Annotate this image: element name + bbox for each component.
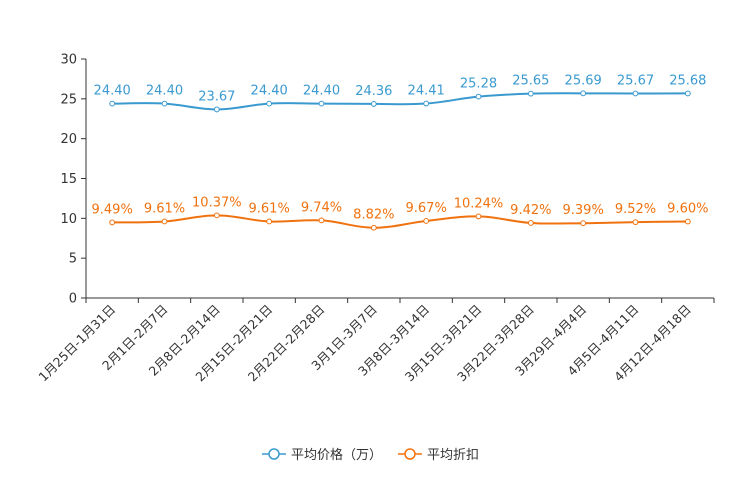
data-point bbox=[109, 100, 116, 107]
data-point bbox=[266, 218, 273, 225]
data-label: 25.65 bbox=[512, 74, 549, 89]
data-label: 24.36 bbox=[355, 84, 392, 99]
series-layer: 24.40 24.40 23.67 24.40 24.40 24.36 24.41 25.28… bbox=[92, 73, 708, 231]
data-label: 24.40 bbox=[303, 84, 340, 99]
data-point bbox=[161, 218, 168, 225]
data-point bbox=[213, 212, 220, 219]
data-label: 8.82% bbox=[353, 208, 394, 223]
legend-marker-icon bbox=[268, 448, 280, 460]
data-label: 24.41 bbox=[408, 84, 445, 99]
data-point bbox=[423, 100, 430, 107]
data-point bbox=[632, 219, 639, 226]
data-label: 25.67 bbox=[617, 73, 654, 88]
data-label: 9.74% bbox=[301, 200, 342, 215]
y-tick-label: 5 bbox=[69, 252, 77, 267]
legend-item-avg-price: 平均价格（万） bbox=[262, 447, 382, 463]
y-tick-label: 15 bbox=[60, 172, 77, 187]
data-point bbox=[370, 101, 377, 107]
data-label: 9.67% bbox=[406, 201, 447, 216]
data-point bbox=[318, 100, 325, 107]
data-label: 25.68 bbox=[669, 73, 706, 88]
data-point bbox=[213, 106, 220, 113]
data-point bbox=[580, 220, 587, 227]
data-label: 24.40 bbox=[251, 84, 288, 99]
data-label: 9.61% bbox=[144, 201, 185, 216]
data-point bbox=[527, 220, 534, 226]
data-point bbox=[475, 213, 482, 220]
legend-item-avg-discount: 平均折扣 bbox=[398, 448, 479, 463]
data-point bbox=[684, 90, 691, 97]
legend-label: 平均价格（万） bbox=[291, 447, 382, 463]
data-label: 9.61% bbox=[249, 201, 290, 216]
data-point bbox=[318, 217, 325, 224]
data-point bbox=[370, 224, 377, 231]
data-point bbox=[632, 90, 639, 97]
data-label: 24.40 bbox=[146, 84, 183, 99]
series-line bbox=[112, 92, 688, 111]
data-label: 9.42% bbox=[510, 203, 551, 218]
data-label: 9.60% bbox=[667, 202, 708, 217]
y-tick-label: 20 bbox=[60, 132, 77, 147]
legend-label: 平均折扣 bbox=[427, 448, 479, 463]
data-label: 10.24% bbox=[454, 196, 504, 211]
data-label: 25.28 bbox=[460, 77, 497, 92]
y-tick-label: 30 bbox=[60, 53, 77, 68]
data-point bbox=[475, 93, 482, 100]
series-avg-discount: 9.49% 9.61% 10.37% 9.61% 9.74% 8.82% 9.67% 10.2… bbox=[92, 195, 708, 231]
data-label: 9.39% bbox=[563, 203, 604, 218]
data-label: 9.49% bbox=[92, 202, 133, 217]
data-point bbox=[109, 219, 116, 226]
legend: 平均价格（万） 平均折扣 bbox=[262, 447, 479, 463]
data-point bbox=[527, 90, 534, 97]
data-point bbox=[266, 100, 273, 107]
y-tick-label: 25 bbox=[60, 92, 77, 107]
data-label: 10.37% bbox=[192, 195, 242, 210]
y-tick-label: 10 bbox=[60, 212, 77, 227]
x-tick-label: 1月25日-1月31日 bbox=[35, 302, 118, 385]
data-label: 9.52% bbox=[615, 202, 656, 217]
x-axis-ticks: 1月25日-1月31日2月1日-2月7日2月8日-2月14日2月15日-2月21… bbox=[35, 298, 715, 385]
data-point bbox=[161, 100, 168, 107]
data-label: 24.40 bbox=[94, 84, 131, 99]
data-label: 23.67 bbox=[198, 89, 235, 104]
data-point bbox=[580, 90, 587, 97]
data-label: 25.69 bbox=[565, 73, 602, 88]
data-point bbox=[684, 218, 691, 225]
y-tick-label: 0 bbox=[69, 292, 77, 307]
data-point bbox=[423, 218, 430, 224]
series-avg-price: 24.40 24.40 23.67 24.40 24.40 24.36 24.41 25.28… bbox=[94, 73, 706, 113]
legend-marker-icon bbox=[404, 448, 416, 460]
series-line bbox=[112, 214, 688, 229]
